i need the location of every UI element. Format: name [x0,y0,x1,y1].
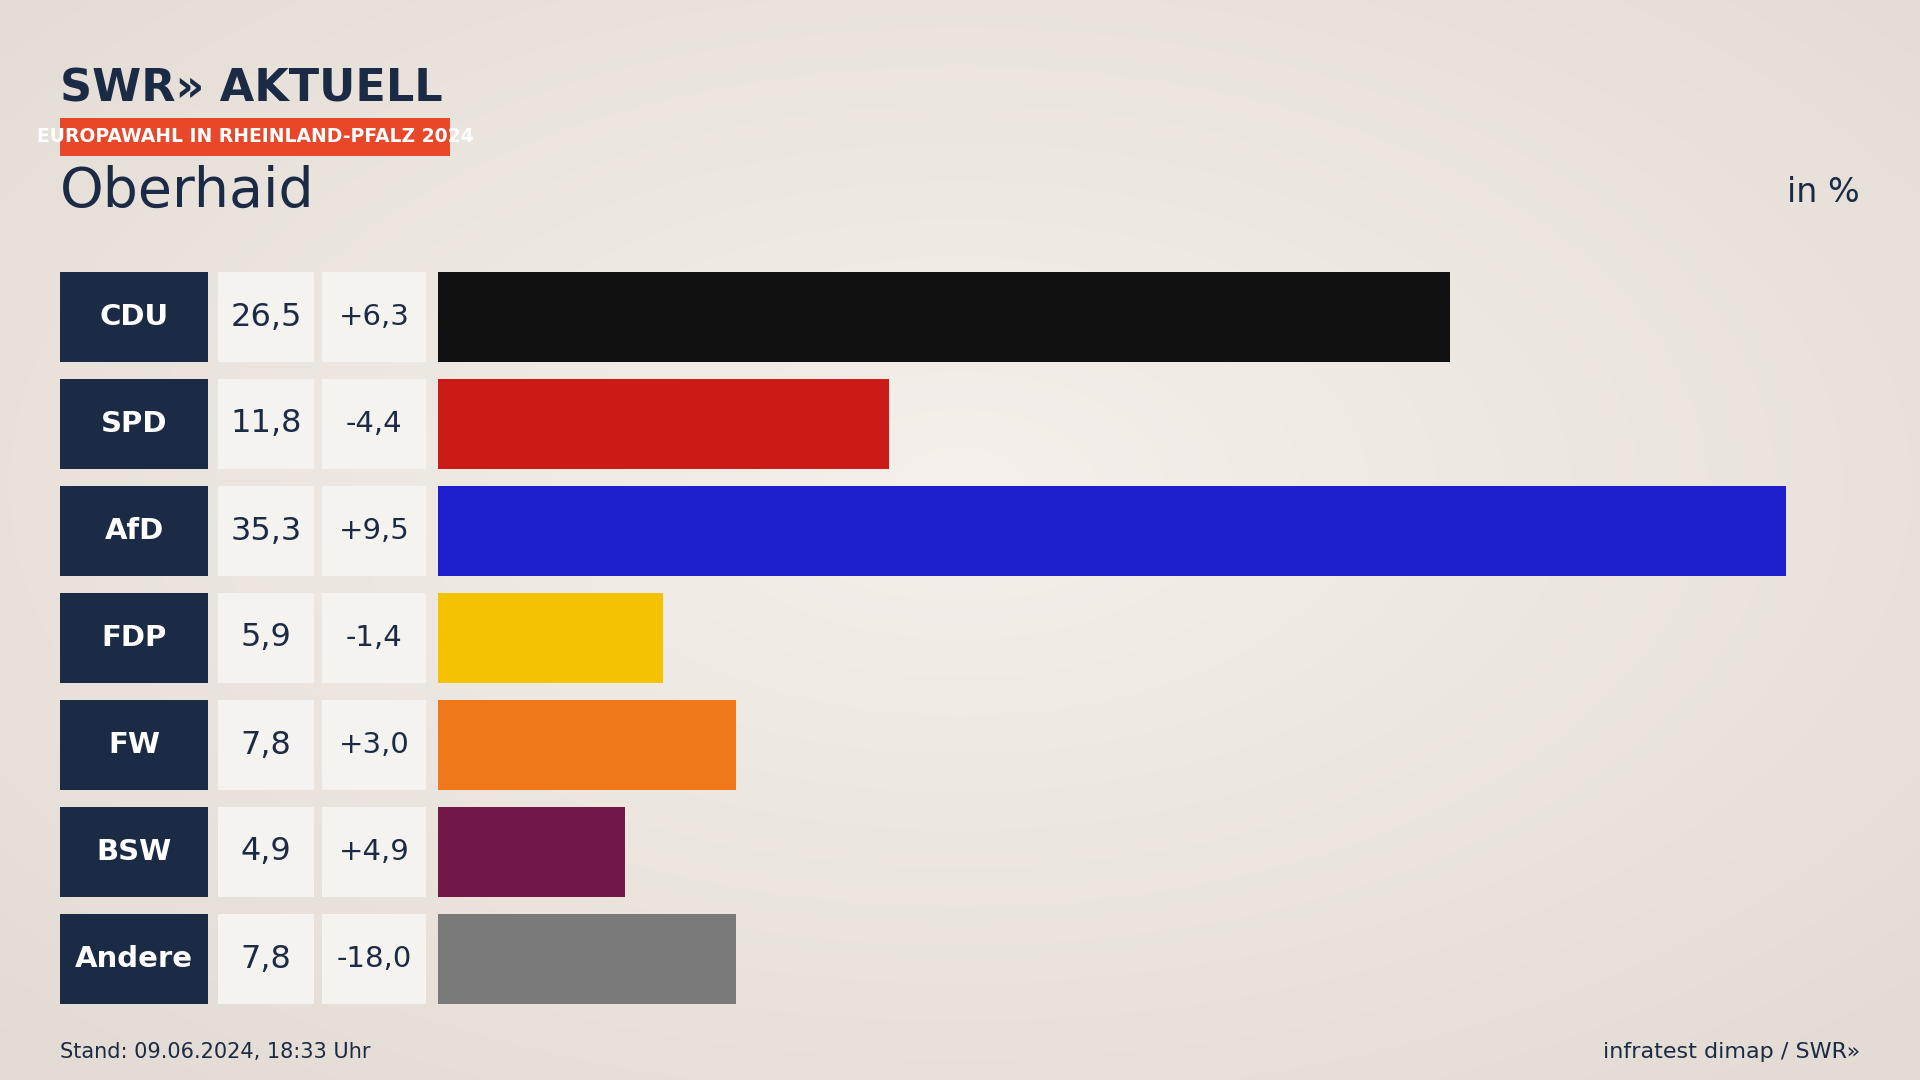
Bar [219,914,315,1004]
Text: Stand: 09.06.2024, 18:33 Uhr: Stand: 09.06.2024, 18:33 Uhr [60,1042,371,1062]
Text: in %: in % [1788,175,1860,208]
Bar [323,593,426,683]
Bar [438,700,735,789]
Text: +4,9: +4,9 [338,838,409,866]
Bar [60,914,207,1004]
Bar [323,807,426,897]
Text: FDP: FDP [102,624,167,652]
Bar [219,807,315,897]
Text: FW: FW [108,731,159,759]
Bar [60,807,207,897]
Text: 7,8: 7,8 [240,729,292,760]
Text: -4,4: -4,4 [346,410,403,438]
Bar [219,486,315,576]
Bar [219,379,315,469]
Text: Oberhaid: Oberhaid [60,165,315,219]
Text: +9,5: +9,5 [338,517,409,545]
Bar [219,593,315,683]
Bar [438,807,626,897]
Text: +3,0: +3,0 [338,731,409,759]
Text: 4,9: 4,9 [240,837,292,867]
Bar [438,914,735,1004]
Text: -1,4: -1,4 [346,624,403,652]
Text: BSW: BSW [96,838,171,866]
Bar [60,700,207,789]
Bar [60,118,449,156]
Text: 11,8: 11,8 [230,408,301,440]
Text: infratest dimap / SWR»: infratest dimap / SWR» [1603,1042,1860,1062]
Bar [60,593,207,683]
Text: EUROPAWAHL IN RHEINLAND-PFALZ 2024: EUROPAWAHL IN RHEINLAND-PFALZ 2024 [36,127,474,147]
Text: 35,3: 35,3 [230,515,301,546]
Bar [438,379,889,469]
Bar [438,486,1786,576]
Text: -18,0: -18,0 [336,945,411,973]
Text: SPD: SPD [100,410,167,438]
Bar [60,272,207,362]
Bar [219,700,315,789]
Bar [60,379,207,469]
Bar [438,593,662,683]
Bar [323,486,426,576]
Bar [438,272,1450,362]
Text: 5,9: 5,9 [240,622,292,653]
Text: AfD: AfD [104,517,163,545]
Bar [323,700,426,789]
Bar [219,272,315,362]
Bar [323,379,426,469]
Bar [323,914,426,1004]
Text: Andere: Andere [75,945,194,973]
Text: CDU: CDU [100,303,169,330]
Text: 26,5: 26,5 [230,301,301,333]
Text: SWR» AKTUELL: SWR» AKTUELL [60,68,444,111]
Bar [60,486,207,576]
Text: +6,3: +6,3 [338,303,409,330]
Text: 7,8: 7,8 [240,944,292,974]
Bar [323,272,426,362]
